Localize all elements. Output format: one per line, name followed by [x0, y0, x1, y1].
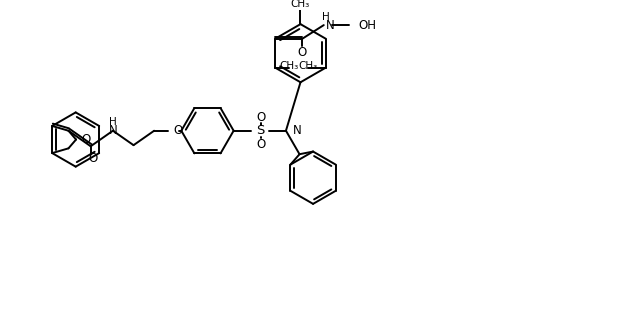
Text: O: O	[88, 152, 97, 165]
Text: N: N	[326, 19, 335, 32]
Text: O: O	[298, 46, 307, 59]
Text: O: O	[256, 111, 265, 124]
Text: O: O	[173, 124, 183, 137]
Text: CH₃: CH₃	[291, 0, 310, 9]
Text: H: H	[322, 12, 329, 22]
Text: CH₃: CH₃	[279, 61, 299, 71]
Text: O: O	[82, 133, 91, 146]
Text: CH₃: CH₃	[299, 61, 318, 71]
Text: S: S	[256, 124, 265, 137]
Text: N: N	[293, 124, 302, 137]
Text: H: H	[109, 117, 117, 127]
Text: N: N	[108, 124, 117, 137]
Text: OH: OH	[358, 19, 377, 32]
Text: O: O	[256, 138, 265, 151]
